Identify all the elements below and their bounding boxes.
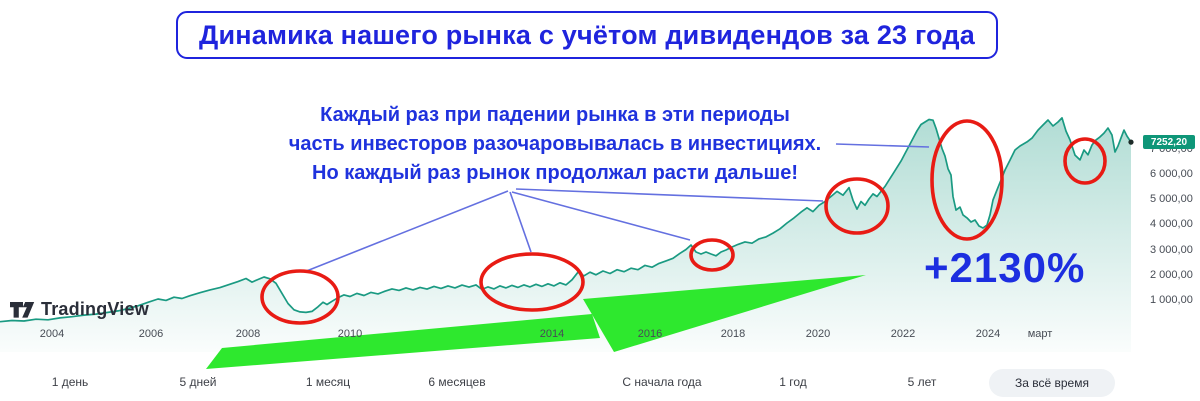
- x-tick-label: 2004: [39, 328, 65, 340]
- chart-title-box: Динамика нашего рынка с учётом дивидендо…: [176, 11, 998, 59]
- highlight-circle-sideways-2011-2014: [479, 252, 585, 312]
- y-tick-label: 5 000,00: [1150, 193, 1193, 205]
- x-tick-label: 2010: [337, 328, 363, 340]
- highlight-circle-dip-2024: [1063, 137, 1107, 185]
- range-button-с-начала-года[interactable]: С начала года: [622, 375, 702, 389]
- pointer-line-2: [509, 191, 532, 253]
- range-button-1-год[interactable]: 1 год: [779, 375, 807, 389]
- range-button-5-дней[interactable]: 5 дней: [179, 375, 217, 389]
- range-button-за-всё-время[interactable]: За всё время: [989, 369, 1115, 397]
- x-tick-label: 2022: [890, 328, 916, 340]
- pointer-line-4: [515, 188, 824, 202]
- range-button-6-месяцев[interactable]: 6 месяцев: [428, 375, 486, 389]
- y-tick-label: 2 000,00: [1150, 268, 1193, 281]
- range-button-1-день[interactable]: 1 день: [51, 375, 89, 389]
- last-price-value: 7252,20: [1150, 136, 1188, 148]
- x-tick-label: 2014: [539, 328, 565, 340]
- range-button-1-месяц[interactable]: 1 месяц: [305, 375, 351, 389]
- tradingview-watermark: TradingView: [10, 299, 149, 320]
- last-price-dot: [1128, 139, 1134, 145]
- highlight-circle-dip-2017: [689, 238, 735, 272]
- highlight-circle-covid-2020: [824, 177, 890, 235]
- y-tick-label: 4 000,00: [1150, 218, 1193, 231]
- x-tick-label: март: [1027, 328, 1053, 340]
- x-tick-label: 2006: [138, 328, 164, 340]
- tradingview-logo-icon: [10, 301, 35, 318]
- x-tick-label: 2018: [720, 328, 746, 340]
- y-tick-label: 3 000,00: [1150, 243, 1193, 256]
- price-line: [0, 117, 1132, 323]
- annotation-line-1: Каждый раз при падении рынка в эти перио…: [320, 104, 790, 126]
- pointer-line-1: [303, 190, 509, 273]
- x-tick-label: 2024: [975, 328, 1001, 340]
- growth-arrow-shaft: [206, 314, 600, 369]
- total-gain-label: +2130%: [924, 244, 1086, 291]
- y-tick-label: 1 000,00: [1150, 294, 1193, 306]
- y-tick-label: 6 000,00: [1150, 167, 1193, 180]
- tradingview-watermark-label: TradingView: [41, 299, 149, 319]
- x-tick-label: 2020: [805, 328, 831, 340]
- pointer-line-3: [511, 191, 691, 241]
- pointer-line-5: [835, 143, 930, 148]
- last-price-badge: 7252,20: [1143, 135, 1195, 149]
- x-tick-label: 2016: [637, 328, 663, 340]
- price-area-fill: [0, 117, 1131, 353]
- range-button-5-лет[interactable]: 5 лет: [907, 375, 937, 389]
- chart-title: Динамика нашего рынка с учётом дивидендо…: [199, 19, 975, 50]
- x-tick-label: 2008: [235, 328, 261, 340]
- annotation-text-block: Каждый раз при падении рынка в эти перио…: [230, 101, 880, 188]
- highlight-circle-crash-2008: [260, 269, 340, 325]
- highlight-circle-crash-2022: [930, 119, 1004, 241]
- annotation-line-3: Но каждый раз рынок продолжал расти даль…: [312, 162, 798, 184]
- annotation-line-2: часть инвесторов разочаровывалась в инве…: [288, 133, 822, 155]
- growth-arrow-head: [583, 275, 866, 352]
